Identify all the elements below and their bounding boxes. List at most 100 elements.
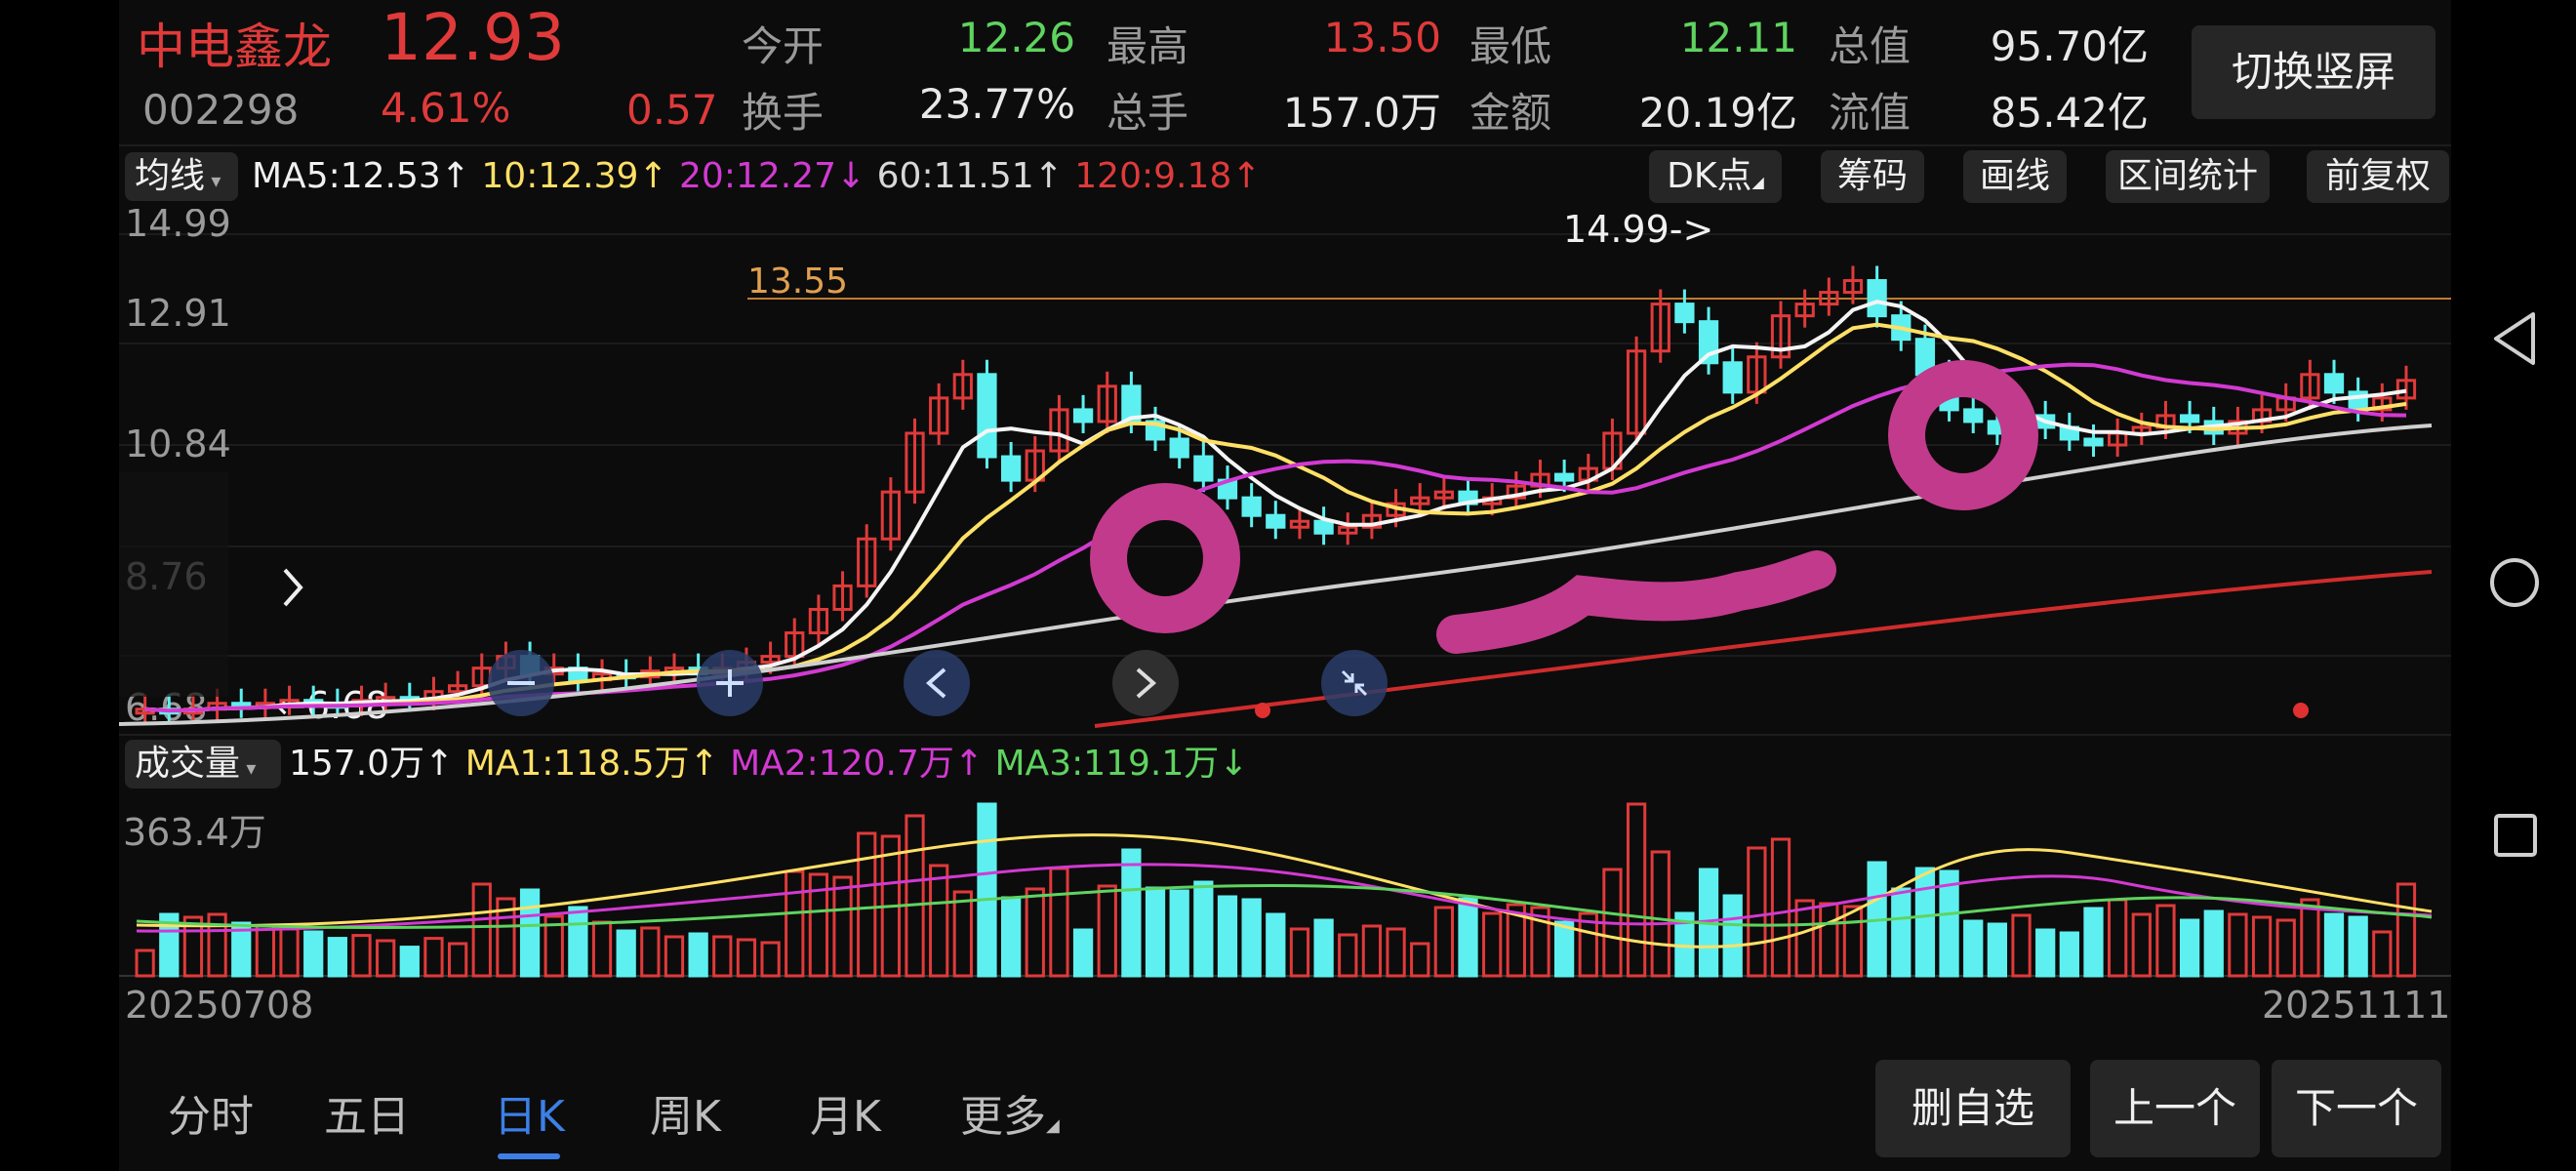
candle-body [1747,355,1767,394]
chip-button[interactable]: 筹码 [1821,150,1924,203]
volume-bar [1049,867,1069,978]
volume-bar [688,932,708,978]
quote-label-mktcap: 总值 [1829,22,1912,70]
collapse-control [1321,650,1388,716]
volume-bar [1891,887,1912,978]
remove-watchlist-button[interactable]: 删自选 [1875,1060,2071,1157]
tab-monthly-k[interactable]: 月K [810,1092,881,1142]
volume-bar [664,935,685,978]
quote-label-amount: 金额 [1469,89,1552,137]
tab-weekly-k[interactable]: 周K [650,1092,721,1142]
volume-bar [1193,880,1214,978]
side-expand-panel [119,472,228,697]
volume-bar [519,888,541,978]
candle-body [1097,384,1117,424]
candle-body [1266,513,1286,529]
volume-chart[interactable]: 363.4万 [119,794,2451,980]
tab-daily-k[interactable]: 日K [494,1092,565,1142]
candle-body [1674,303,1695,324]
high-price-label: 14.99-> [1563,209,1713,251]
ma10-value: 10:12.39↑ [481,156,668,196]
corner-triangle-icon: ◢ [1046,1115,1060,1136]
draw-line-button[interactable]: 画线 [1963,150,2067,203]
volume-bar [1794,899,1815,978]
volume-bar [135,949,155,978]
ma20-value: 20:12.27↓ [679,156,866,196]
quote-value-open: 12.26 [957,14,1075,61]
volume-bar [2131,912,2152,978]
volume-selector[interactable]: 成交量 ▾ [125,740,281,788]
volume-bar [2203,909,2224,978]
volume-bar [785,869,805,978]
stock-name: 中电鑫龙 [137,19,332,75]
recent-square-icon[interactable] [2492,812,2539,859]
volume-bar [327,937,347,978]
volume-bar [447,942,468,978]
volume-bar [2275,918,2296,978]
volume-bar [2323,912,2345,978]
tab-intraday[interactable]: 分时 [168,1092,254,1142]
volume-bar [496,897,516,978]
candle-body [1626,349,1647,435]
date-start: 20250708 [125,984,314,1027]
volume-bar [1410,942,1430,978]
candle-body [1313,519,1334,535]
tab-five-day[interactable]: 五日 [324,1092,410,1142]
volume-bar [640,926,661,978]
volume-bar [231,921,252,978]
volume-bar [399,946,420,978]
volume-ma2-line [136,863,2433,933]
volume-bar [1963,919,1984,978]
volume-bar [2155,904,2176,978]
stock-pct: 4.61% [381,84,511,132]
candle-body [2395,379,2417,400]
volume-bar [1626,802,1647,978]
previous-stock-button[interactable]: 上一个 [2090,1060,2260,1157]
ma-selector[interactable]: 均线 ▾ [125,152,238,201]
tab-more[interactable]: 更多◢ [960,1081,1060,1144]
volume-bar [471,882,492,978]
home-circle-icon[interactable] [2488,556,2541,609]
volume-bar [1939,869,1959,978]
dk-point-button[interactable]: DK点◢ [1649,150,1782,203]
range-stats-button[interactable]: 区间统计 [2106,150,2270,203]
volume-bar [1578,911,1598,978]
candle-body [905,431,925,494]
volume-bar [376,939,396,978]
volume-bar [2083,907,2104,978]
annotation-circle [1888,360,2038,510]
candle-body [1000,455,1022,482]
candle-body [808,607,829,635]
stock-price: 12.93 [381,0,565,75]
volume-bar [1338,933,1358,978]
volume-bar [857,831,877,978]
back-triangle-icon[interactable] [2490,310,2539,367]
candle-body [952,373,973,400]
stock-code: 002298 [142,86,300,134]
dropdown-icon: ▾ [240,756,257,780]
dk-point-label: DK点 [1667,156,1752,196]
candle-body [1554,472,1575,482]
volume-bar [1289,927,1310,978]
next-stock-button[interactable]: 下一个 [2272,1060,2441,1157]
quote-label-open: 今开 [742,22,825,70]
annotation-circle [1090,483,1240,633]
volume-bar [279,927,300,978]
candle-body [760,655,781,665]
quote-value-high: 13.50 [1323,14,1441,61]
volume-bar [1506,903,1526,978]
forward-adjust-button[interactable]: 前复权 [2307,150,2449,203]
volume-bar [1747,846,1767,978]
candle-body [857,537,877,587]
scroll-left-control [904,650,970,716]
candle-body [1842,279,1864,295]
switch-portrait-button[interactable]: 切换竖屏 [2192,25,2435,119]
y-tick-label: 12.91 [125,292,231,335]
volume-bar [2179,918,2200,978]
stock-change: 0.57 [626,86,718,134]
volume-bar [1650,850,1670,978]
volume-bar [1842,905,1864,978]
chevron-right-icon [283,568,303,607]
candle-body [2323,373,2345,394]
